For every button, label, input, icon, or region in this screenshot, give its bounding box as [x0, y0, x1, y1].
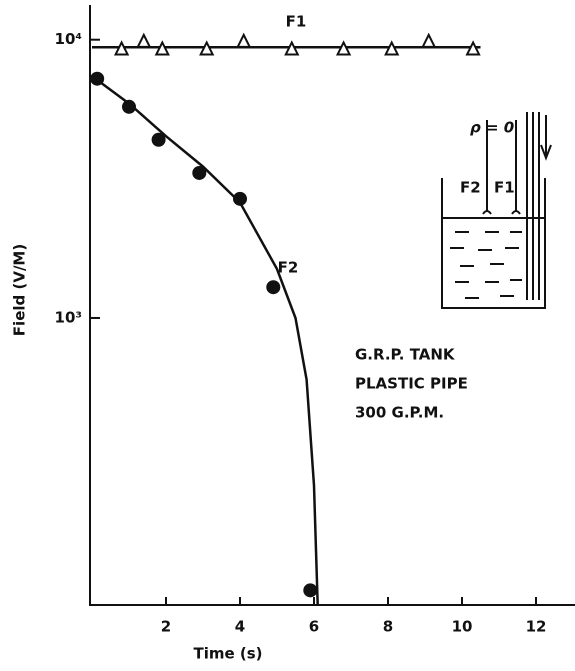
point	[233, 191, 247, 206]
point	[236, 32, 252, 48]
x-tick-label: 6	[309, 618, 319, 636]
x-tick-label: 4	[235, 618, 245, 636]
x-tick-label: 2	[161, 618, 171, 636]
point	[266, 280, 281, 295]
x-axis-label: Time (s)	[193, 645, 262, 663]
tank-diagram	[441, 112, 552, 309]
point	[154, 40, 170, 56]
point	[384, 40, 400, 56]
point	[192, 165, 207, 180]
point	[421, 32, 437, 48]
point	[113, 40, 130, 56]
annotation: PLASTIC PIPE	[355, 375, 468, 393]
annotation: 300 G.P.M.	[355, 404, 444, 422]
y-axis-label: Field (V/M)	[11, 244, 29, 336]
point	[284, 40, 300, 56]
x-tick-label: 12	[526, 618, 547, 636]
x-tick-label: 8	[383, 618, 393, 636]
annotation: G.R.P. TANK	[355, 346, 456, 364]
point	[136, 32, 152, 48]
point	[199, 40, 215, 56]
series-label: F2	[278, 259, 299, 277]
point	[465, 40, 481, 56]
point	[90, 71, 105, 86]
diagram-label: F2	[460, 179, 481, 197]
point	[151, 132, 166, 147]
series-label: F1	[286, 13, 307, 31]
fit-line	[91, 75, 319, 606]
y-tick-label: 10³	[55, 308, 82, 326]
point	[335, 40, 352, 56]
point	[303, 583, 318, 598]
x-tick-label: 10	[452, 618, 473, 636]
y-tick-label: 10⁴	[55, 30, 82, 48]
diagram-label: F1	[494, 179, 515, 197]
point	[122, 99, 136, 114]
diagram-label: ρ = 0	[470, 119, 514, 137]
